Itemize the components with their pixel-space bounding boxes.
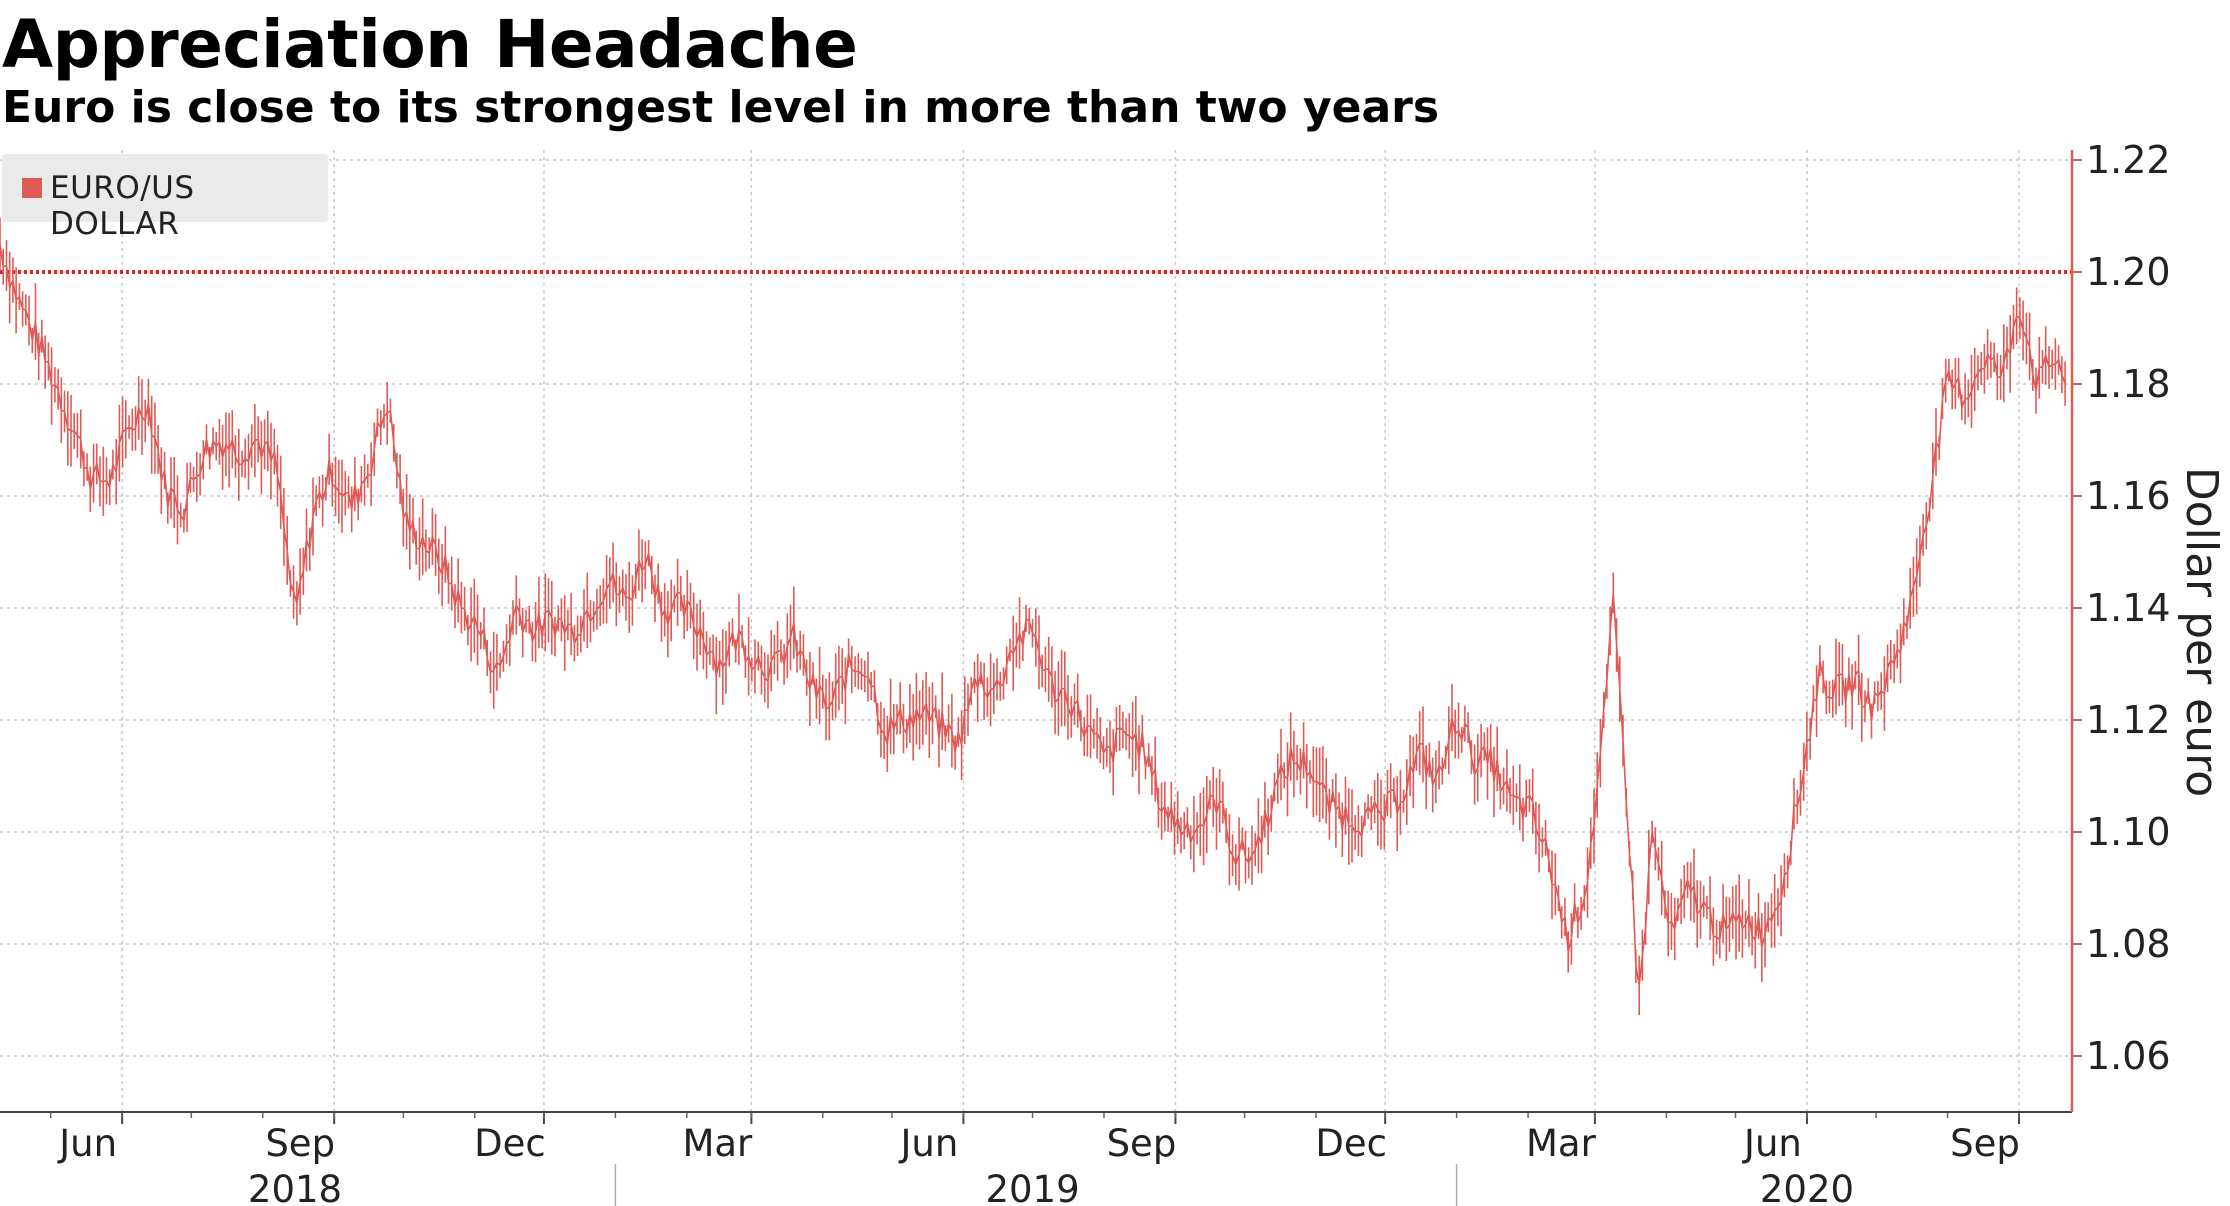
y-tick-label: 1.10 — [2086, 810, 2171, 854]
y-tick-label: 1.18 — [2086, 362, 2171, 406]
year-label: 2019 — [985, 1168, 1079, 1206]
price-bars — [0, 217, 2066, 1016]
year-label: 2018 — [248, 1168, 342, 1206]
x-tick-label: Jun — [57, 1122, 117, 1165]
chart-subtitle: Euro is close to its strongest level in … — [2, 82, 1440, 133]
year-label: 2020 — [1760, 1168, 1854, 1206]
legend-label: EURO/US DOLLAR — [50, 170, 195, 242]
y-tick-label: 1.14 — [2086, 586, 2171, 630]
price-series — [0, 217, 2066, 1016]
x-tick-label: Mar — [1526, 1122, 1597, 1165]
chart-title: Appreciation Headache — [2, 6, 858, 83]
y-axis-label: Dollar per euro — [2176, 467, 2227, 797]
y-tick-label: 1.12 — [2086, 698, 2171, 742]
y-tick-label: 1.16 — [2086, 474, 2171, 518]
axes: 1.06 1.08 1.10 1.12 1.14 1.16 1.18 1.20 1.22 Jun S… — [0, 138, 2171, 1206]
x-tick-label: Jun — [1742, 1122, 1802, 1165]
x-tick-label: Sep — [1107, 1122, 1177, 1165]
y-tick-label: 1.20 — [2086, 250, 2171, 294]
x-tick-label: Mar — [682, 1122, 753, 1165]
y-tick-label: 1.08 — [2086, 922, 2171, 966]
grid — [0, 150, 2072, 1112]
x-tick-label: Sep — [265, 1122, 335, 1165]
y-tick-label: 1.06 — [2086, 1034, 2171, 1078]
x-tick-label: Sep — [1950, 1122, 2020, 1165]
x-tick-label: Dec — [1315, 1122, 1387, 1165]
x-tick-label: Dec — [474, 1122, 546, 1165]
y-tick-label: 1.22 — [2086, 138, 2171, 182]
legend-swatch — [22, 178, 42, 198]
legend: EURO/US DOLLAR — [2, 154, 328, 242]
x-tick-label: Jun — [898, 1122, 958, 1165]
